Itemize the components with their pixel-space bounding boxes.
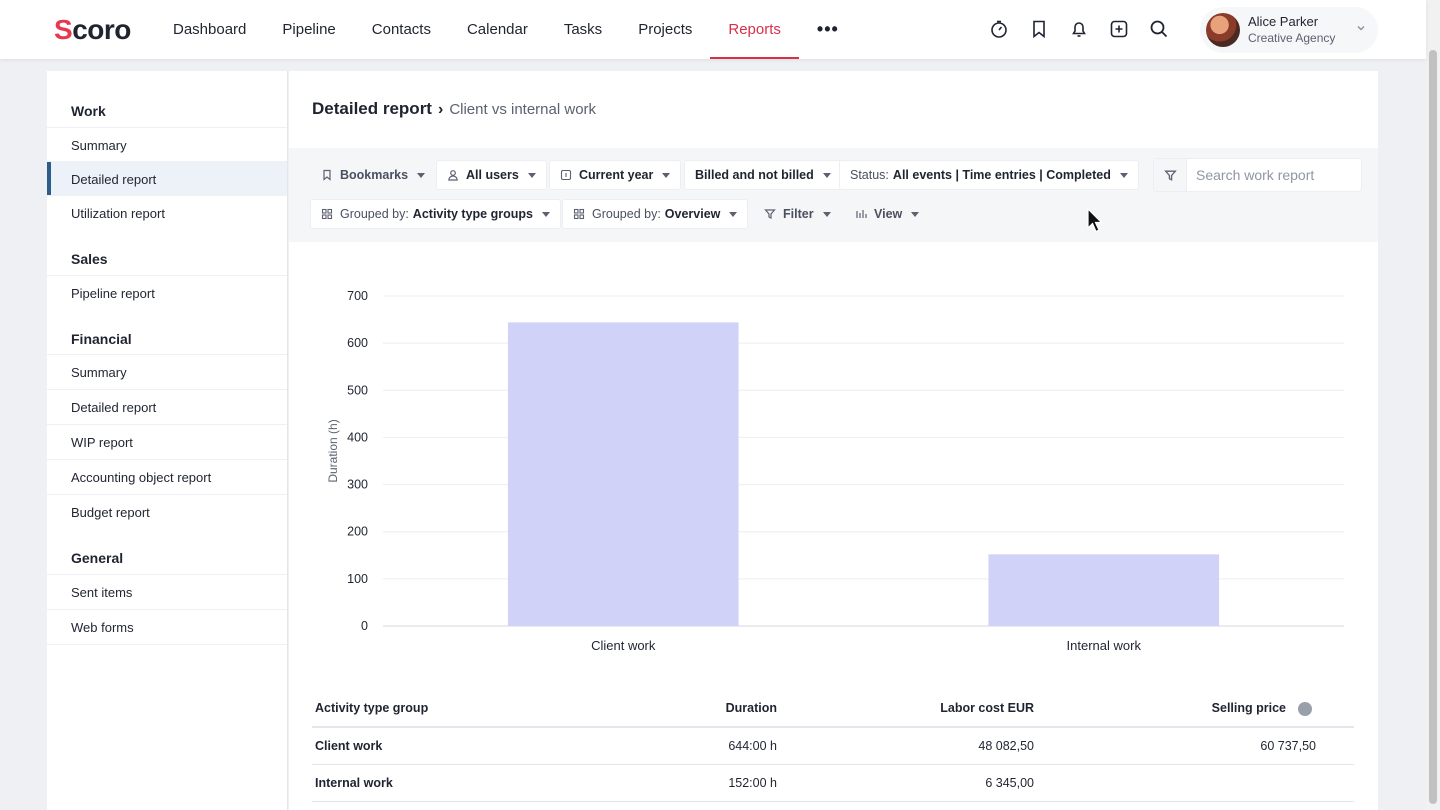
chevron-down-icon: [1357, 26, 1365, 31]
y-tick-label: 400: [347, 430, 368, 444]
scoro-logo[interactable]: Scoro: [54, 14, 131, 45]
row-selling-price: 60 737,50: [1260, 739, 1316, 753]
group-icon: [321, 208, 333, 220]
nav-actions: [985, 15, 1173, 43]
sidebar-section-general: General: [71, 550, 124, 566]
search-icon[interactable]: [1145, 15, 1173, 43]
y-tick-label: 500: [347, 383, 368, 397]
sidebar-item-web-forms[interactable]: Web forms: [47, 609, 287, 644]
row-duration: 152:00 h: [728, 776, 777, 790]
sidebar-section-financial: Financial: [71, 331, 132, 347]
x-tick-label: Internal work: [1067, 638, 1142, 653]
table-row[interactable]: Internal work 152:00 h 6 345,00: [312, 765, 1354, 802]
filter-icon: [764, 208, 776, 220]
more-menu-icon[interactable]: •••: [816, 19, 839, 39]
nav-tasks[interactable]: Tasks: [563, 21, 603, 38]
billing-dropdown[interactable]: Billed and not billed: [684, 160, 842, 190]
group-by-activity-dropdown[interactable]: Grouped by: Activity type groups: [310, 199, 561, 229]
bookmark-icon[interactable]: [1025, 15, 1053, 43]
page-subtitle: Client vs internal work: [449, 101, 597, 118]
row-group: Internal work: [315, 776, 393, 790]
nav-dashboard[interactable]: Dashboard: [173, 21, 247, 38]
nav-contacts[interactable]: Contacts: [371, 21, 431, 38]
y-tick-label: 600: [347, 336, 368, 350]
sidebar-item-financial-detailed-report[interactable]: Detailed report: [47, 389, 287, 424]
period-dropdown[interactable]: Current year: [549, 160, 682, 190]
bookmarks-dropdown[interactable]: Bookmarks: [310, 160, 436, 190]
column-header-labor-cost[interactable]: Labor cost EUR: [940, 701, 1034, 715]
row-group: Client work: [315, 739, 383, 753]
bookmark-icon: [321, 169, 333, 181]
sidebar-item-accounting-object-report[interactable]: Accounting object report: [47, 459, 287, 494]
sidebar-item-sent-items[interactable]: Sent items: [47, 574, 287, 609]
nav-calendar[interactable]: Calendar: [466, 21, 528, 38]
sidebar-item-budget-report[interactable]: Budget report: [47, 494, 287, 529]
page-title[interactable]: Detailed report: [312, 99, 432, 118]
sidebar-section-sales: Sales: [71, 251, 108, 267]
breadcrumb: Detailed report › Client vs internal wor…: [312, 99, 596, 119]
filter-dropdown[interactable]: Filter: [753, 199, 842, 229]
chart-bar[interactable]: [988, 554, 1220, 626]
user-menu[interactable]: Alice Parker Creative Agency: [1200, 7, 1378, 53]
mouse-cursor-icon: [1087, 208, 1103, 233]
y-axis-label: Duration (h): [326, 419, 340, 482]
y-tick-label: 700: [347, 289, 368, 303]
page-scrollbar[interactable]: [1426, 0, 1440, 810]
status-dropdown[interactable]: Status: All events | Time entries | Compl…: [839, 160, 1139, 190]
duration-bar-chart: 0 100 200 300 400 500 600 700 Client work Interna…: [289, 271, 1378, 671]
group-by-overview-dropdown[interactable]: Grouped by: Overview: [562, 199, 749, 229]
chart-canvas: 0 100 200 300 400 500 600 700 Client work Interna…: [326, 289, 1344, 653]
y-tick-label: 100: [347, 572, 368, 586]
x-tick-label: Client work: [591, 638, 656, 653]
sidebar-item-utilization-report[interactable]: Utilization report: [47, 195, 287, 230]
sidebar-item-work-summary[interactable]: Summary: [47, 127, 287, 162]
sidebar-item-work-detailed-report[interactable]: Detailed report: [47, 161, 287, 196]
sidebar-item-wip-report[interactable]: WIP report: [47, 424, 287, 459]
user-icon: [447, 169, 459, 181]
sidebar-item-financial-summary[interactable]: Summary: [47, 354, 287, 389]
report-sidebar: Work Summary Detailed report Utilization…: [47, 71, 288, 810]
main-nav: Dashboard Pipeline Contacts Calendar Tas…: [155, 0, 857, 59]
help-icon[interactable]: ?: [1298, 701, 1312, 727]
columns-icon: [855, 208, 867, 220]
sidebar-item-pipeline-report[interactable]: Pipeline report: [47, 275, 287, 310]
column-header-duration[interactable]: Duration: [725, 701, 777, 715]
column-header-selling-price[interactable]: Selling price?: [1212, 689, 1312, 728]
report-content: Detailed report › Client vs internal wor…: [289, 71, 1378, 810]
group-icon: [573, 208, 585, 220]
nav-pipeline[interactable]: Pipeline: [282, 21, 336, 38]
chart-bar[interactable]: [507, 322, 739, 626]
table-row[interactable]: Client work 644:00 h 48 082,50 60 737,50: [312, 728, 1354, 765]
sidebar-divider: [47, 644, 287, 645]
y-tick-label: 0: [361, 619, 368, 633]
table-header: Activity type group Duration Labor cost …: [312, 689, 1354, 728]
top-navigation: Scoro Dashboard Pipeline Contacts Calend…: [0, 0, 1426, 59]
users-dropdown[interactable]: All users: [436, 160, 547, 190]
sidebar-section-work: Work: [71, 103, 106, 119]
search-input[interactable]: [1187, 167, 1357, 183]
user-name: Alice Parker: [1248, 14, 1319, 29]
y-tick-label: 200: [347, 525, 368, 539]
add-icon[interactable]: [1105, 15, 1133, 43]
search-box: [1153, 158, 1362, 192]
breadcrumb-separator: ›: [437, 101, 444, 118]
calendar-icon: [560, 169, 572, 181]
filter-icon[interactable]: [1154, 159, 1187, 191]
nav-projects[interactable]: Projects: [638, 21, 693, 38]
report-table: Activity type group Duration Labor cost …: [312, 689, 1354, 802]
bell-icon[interactable]: [1065, 15, 1093, 43]
view-dropdown[interactable]: View: [844, 199, 930, 229]
timer-icon[interactable]: [985, 15, 1013, 43]
user-company: Creative Agency: [1248, 31, 1336, 45]
row-duration: 644:00 h: [728, 739, 777, 753]
filter-bar: Bookmarks All users Current year Billed …: [289, 148, 1378, 242]
scrollbar-thumb[interactable]: [1429, 50, 1437, 804]
avatar: [1206, 13, 1240, 47]
row-labor-cost: 48 082,50: [978, 739, 1034, 753]
row-labor-cost: 6 345,00: [985, 776, 1034, 790]
y-tick-label: 300: [347, 478, 368, 492]
column-header-group[interactable]: Activity type group: [315, 701, 429, 715]
nav-reports[interactable]: Reports: [710, 0, 799, 59]
